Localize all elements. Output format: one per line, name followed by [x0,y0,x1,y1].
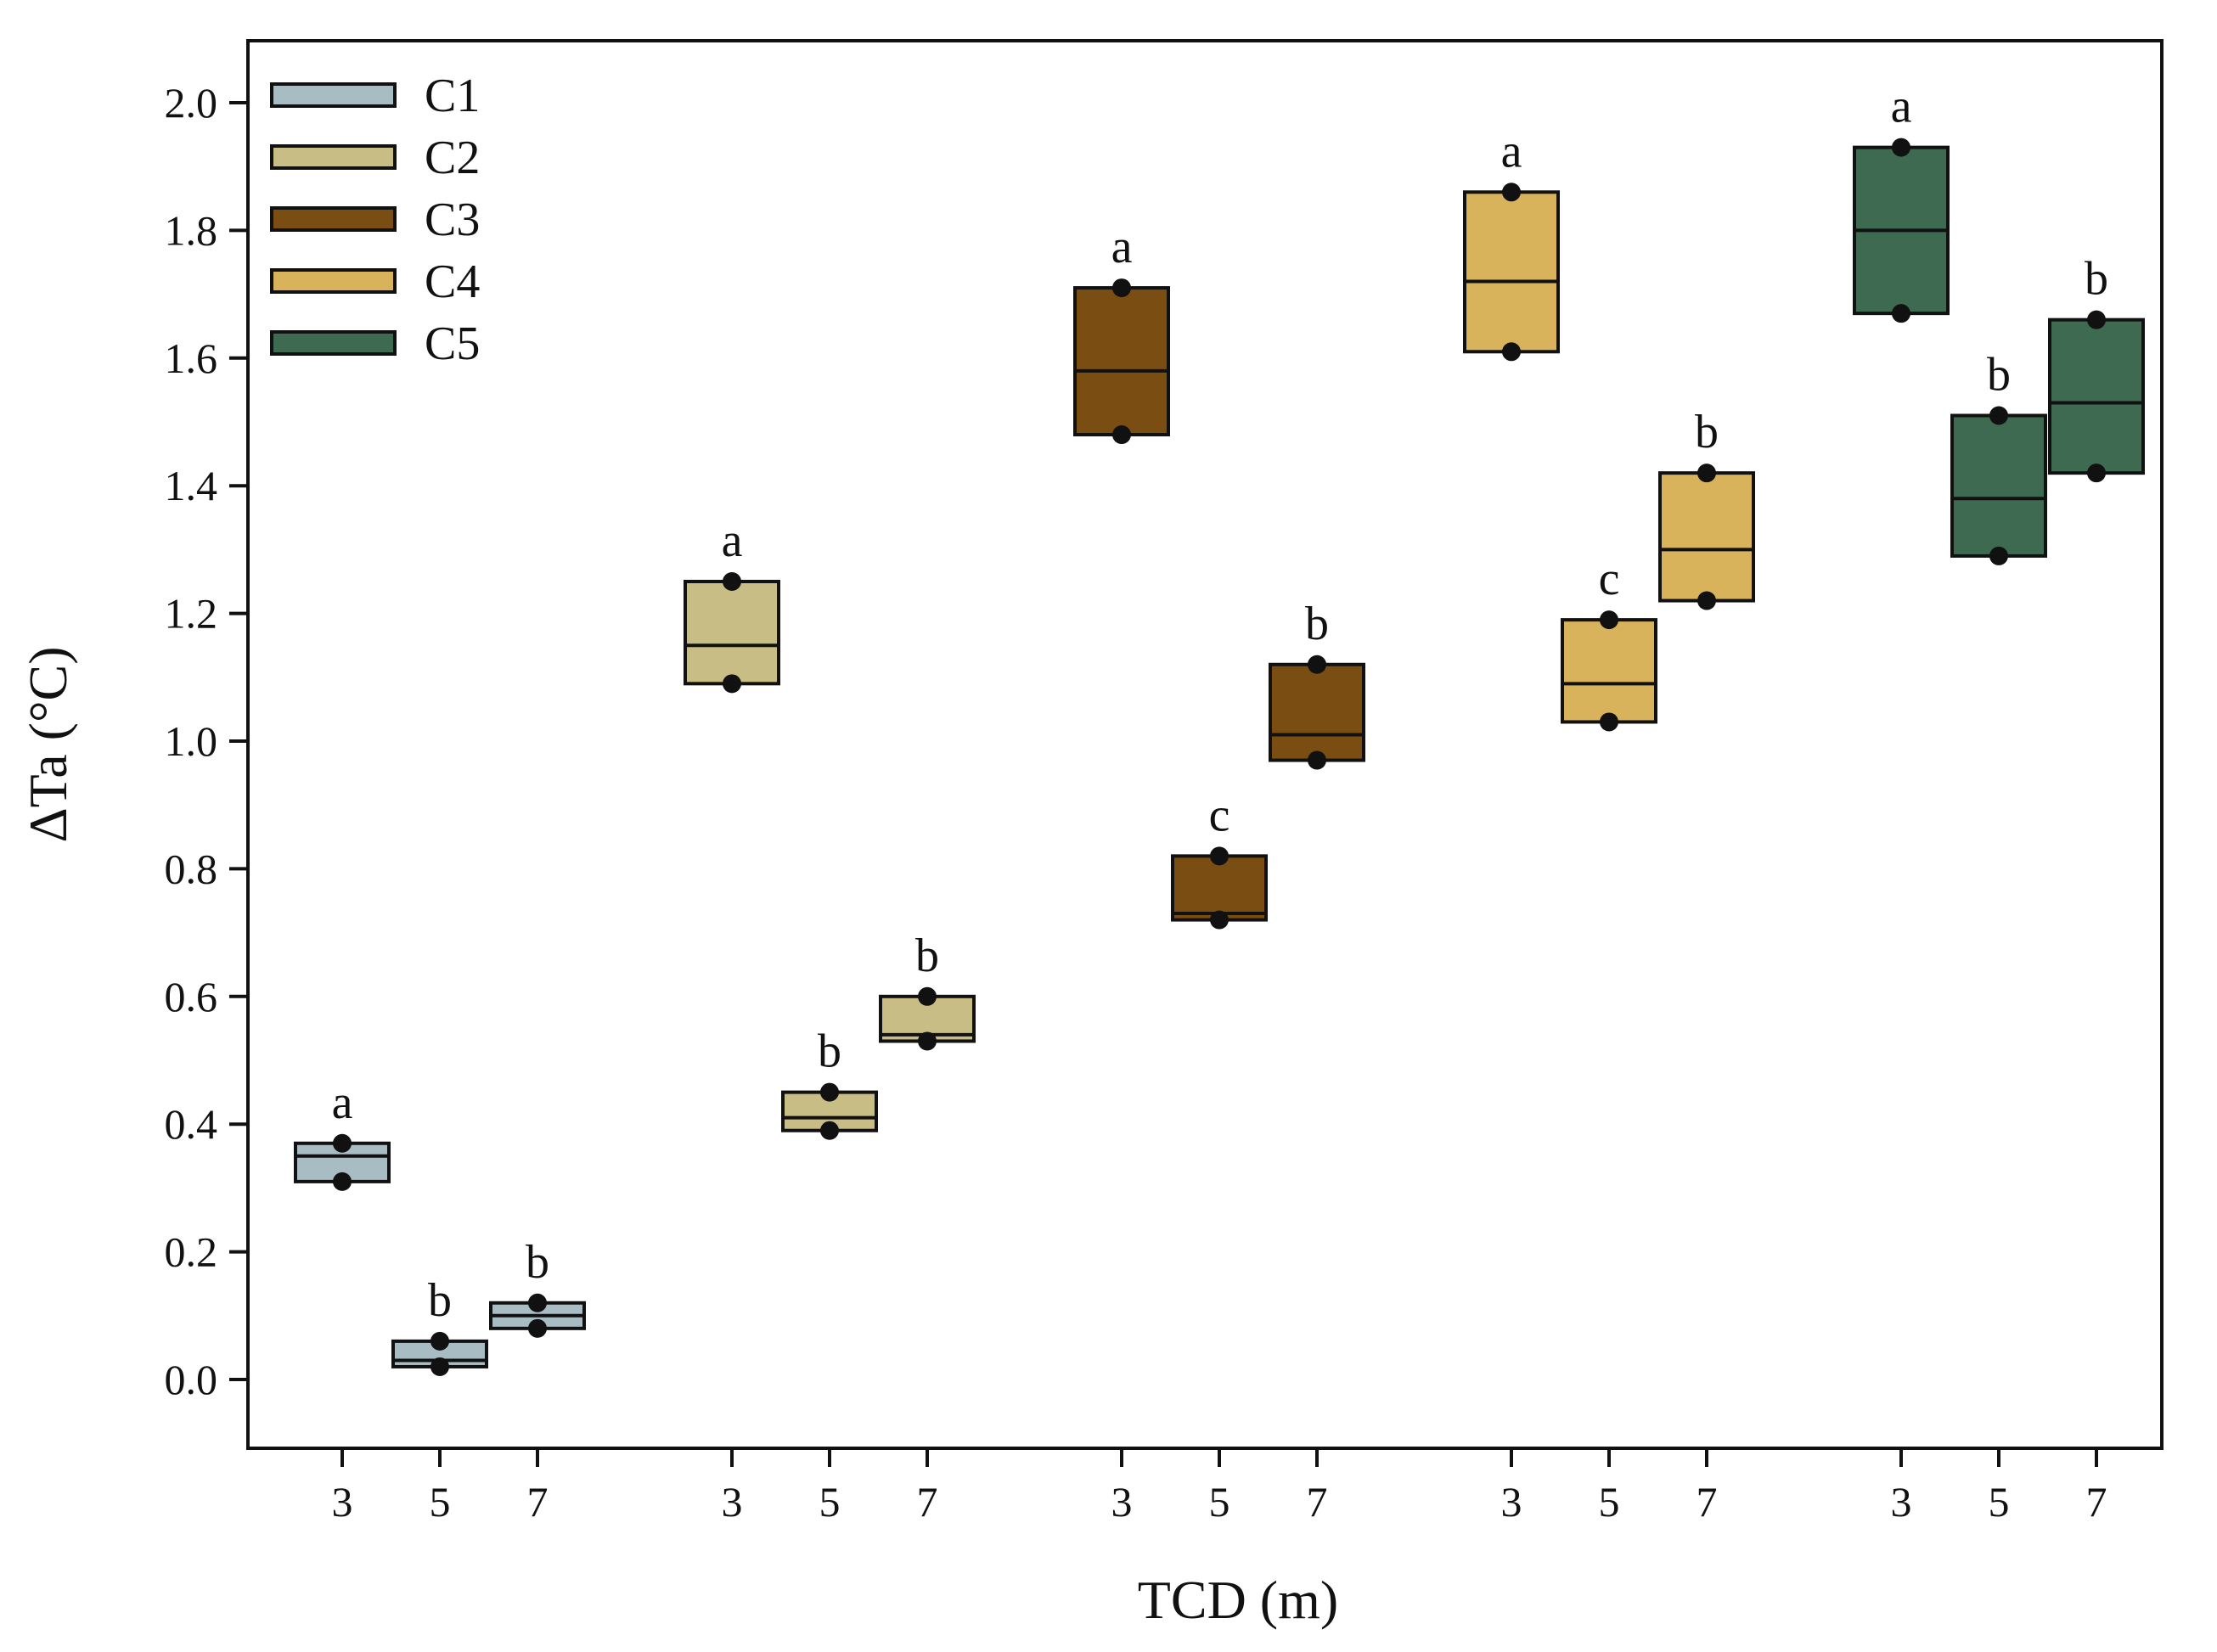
legend: C1 C2 C3 C4 C5 [270,70,480,370]
outlier-point-max [1892,138,1910,157]
y-tick-label: 2.0 [165,79,218,126]
significance-letter: a [1891,81,1912,133]
legend-label-c2: C2 [425,132,480,184]
significance-letter: b [428,1274,452,1327]
significance-letter: c [1209,789,1230,841]
axis-ticks: 0.0 0.2 0.4 0.6 0.8 1.0 1.2 1.4 1.6 1.8 2.0 3 5 7 3 5 7 3… [165,79,2107,1526]
box-c3-tcd7 [1269,662,1365,762]
box-c4-tcd5 [1561,618,1657,724]
legend-label-c4: C4 [425,256,480,308]
box-c2-tcd3 [684,580,780,686]
box-c5-tcd5 [1950,413,2047,558]
significance-letter: b [1987,348,2011,401]
x-tick-label: 5 [1989,1478,2010,1526]
outlier-point-min [820,1121,839,1140]
outlier-point-min [430,1357,449,1376]
outlier-point-max [1697,464,1716,483]
outlier-point-min [1989,546,2008,565]
y-tick-label: 0.4 [165,1100,218,1148]
legend-swatch-c2 [270,144,397,170]
box-c4-tcd7 [1658,471,1755,603]
outlier-point-max [918,986,937,1006]
significance-letter: a [1111,221,1133,273]
outlier-point-max [1600,610,1618,630]
y-tick-label: 0.8 [165,845,218,892]
x-tick-label: 5 [1209,1478,1230,1526]
outlier-point-min [723,674,741,694]
outlier-point-min [333,1172,352,1191]
outlier-point-max [333,1133,352,1153]
outlier-point-min [1308,750,1326,770]
x-tick-label: 7 [1307,1478,1328,1526]
legend-label-c5: C5 [425,317,480,370]
outlier-point-max [1210,846,1229,866]
y-axis-title: ΔTa (°C) [18,646,78,842]
legend-swatch-c4 [270,268,397,294]
x-tick-label: 3 [1891,1478,1912,1526]
outlier-point-min [2087,464,2106,483]
outlier-point-max [723,572,741,591]
significance-letter: c [1599,553,1620,605]
significance-letter: b [818,1025,841,1078]
y-tick-label: 1.6 [165,334,218,382]
x-tick-label: 5 [819,1478,841,1526]
significance-letter: b [915,930,939,982]
y-tick-label: 1.0 [165,717,218,765]
significance-letter: a [722,514,743,567]
box-c4-tcd3 [1463,190,1560,354]
significance-letter: a [332,1076,353,1129]
y-tick-label: 0.0 [165,1356,218,1403]
box-c5-tcd7 [2048,317,2145,475]
x-tick-label: 5 [430,1478,451,1526]
x-tick-label: 3 [332,1478,353,1526]
outlier-point-max [1308,655,1326,674]
legend-swatch-c1 [270,82,397,108]
outlier-point-min [1697,591,1716,610]
outlier-point-max [2087,310,2106,329]
plot-frame [246,39,2164,1450]
significance-letter: b [1695,406,1719,458]
y-tick-label: 1.8 [165,206,218,254]
significance-letter: b [526,1236,549,1289]
legend-swatch-c5 [270,330,397,356]
outlier-point-min [1502,342,1521,362]
box-c3-tcd5 [1171,854,1268,922]
significance-letter: b [2085,253,2108,306]
x-axis-title: TCD (m) [1138,1570,1338,1630]
legend-swatch-c3 [270,206,397,232]
x-tick-label: 3 [1111,1478,1133,1526]
x-tick-label: 7 [527,1478,549,1526]
outlier-point-min [1600,712,1618,732]
outlier-point-max [820,1082,839,1102]
x-tick-label: 7 [917,1478,938,1526]
outlier-point-min [1112,425,1131,445]
legend-label-c1: C1 [425,70,480,122]
box-c3-tcd3 [1073,286,1170,437]
y-tick-label: 0.6 [165,973,218,1020]
x-tick-label: 3 [1501,1478,1522,1526]
outlier-point-max [528,1293,547,1312]
x-tick-label: 7 [2086,1478,2107,1526]
outlier-point-min [528,1318,547,1338]
outlier-point-max [1989,406,2008,425]
y-tick-label: 1.4 [165,462,218,509]
legend-label-c3: C3 [425,194,480,246]
outlier-point-max [1502,183,1521,202]
significance-letter: a [1501,125,1522,177]
y-tick-label: 0.2 [165,1228,218,1276]
boxes-layer: a b b a b b a c b a c b a b b [294,81,2145,1376]
y-tick-label: 1.2 [165,590,218,638]
outlier-point-min [1892,304,1910,323]
significance-letter: b [1305,598,1329,650]
x-tick-label: 5 [1599,1478,1620,1526]
outlier-point-min [918,1031,937,1051]
x-tick-label: 7 [1697,1478,1718,1526]
outlier-point-max [430,1331,449,1351]
x-tick-label: 3 [722,1478,743,1526]
outlier-point-min [1210,910,1229,930]
outlier-point-max [1112,278,1131,298]
